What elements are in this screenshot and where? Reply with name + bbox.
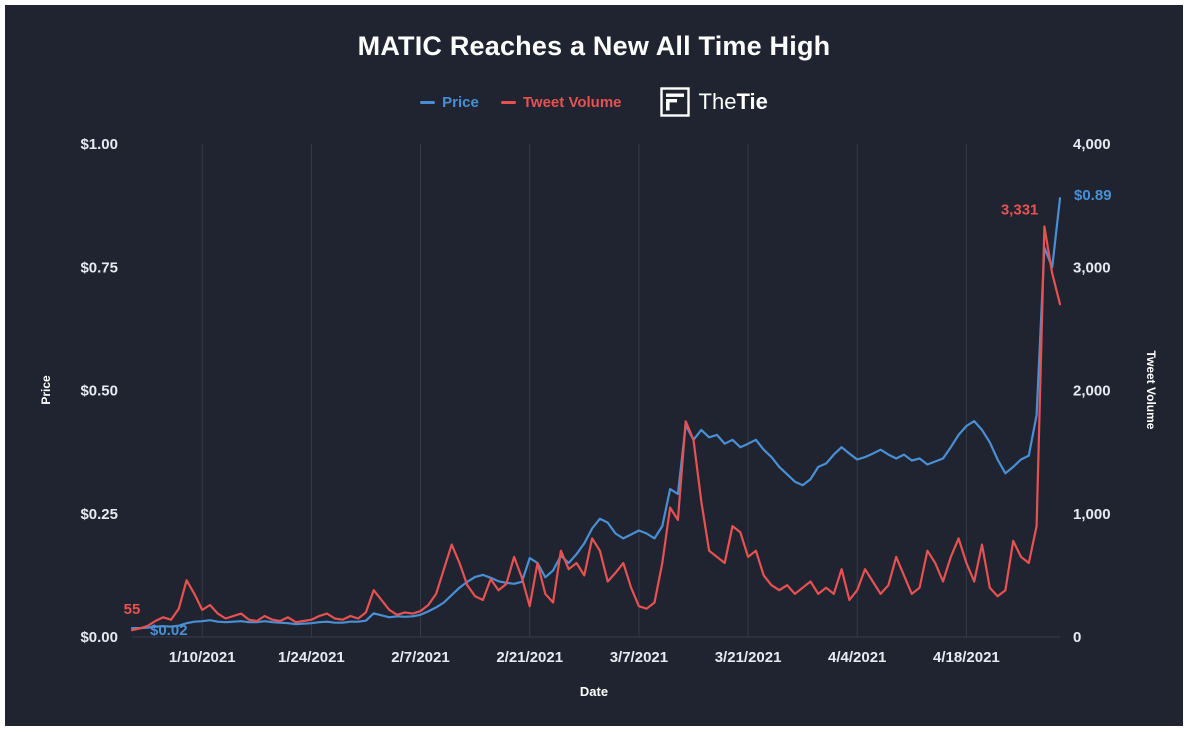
chart-plot: 1/10/2021 1/24/2021 2/7/2021 2/21/2021 3/7/2… — [80, 136, 1112, 666]
y-tick-label-left: $0.50 — [80, 383, 118, 400]
x-tick-label: 2/21/2021 — [496, 649, 563, 666]
y-tick-label-left: $1.00 — [80, 136, 118, 153]
y-tick-label-right: 2,000 — [1073, 383, 1111, 400]
x-tick-label: 2/7/2021 — [391, 649, 449, 666]
thetie-logo-icon — [659, 87, 690, 117]
y-axis-label-right: Tweet Volume — [1144, 350, 1158, 430]
annotation-002: $0.02 — [150, 622, 188, 639]
price-legend-label: Price — [442, 93, 479, 111]
x-axis-label: Date — [579, 684, 609, 699]
thetie-logo-text-regular: The — [698, 89, 737, 114]
x-tick-label: 1/10/2021 — [169, 649, 236, 666]
x-tick-label: 4/4/2021 — [828, 649, 886, 666]
y-tick-label-right: 4,000 — [1073, 136, 1111, 153]
y-axis-label-left: Price — [39, 375, 53, 405]
x-tick-label: 3/21/2021 — [715, 649, 782, 666]
x-tick-label: 4/18/2021 — [933, 649, 1000, 666]
thetie-logo-text: TheTie — [699, 89, 768, 115]
legend: Price Tweet Volume TheTie — [5, 87, 1183, 117]
x-tick-label: 3/7/2021 — [610, 649, 668, 666]
tweet-volume-line — [130, 225, 1062, 632]
thetie-logo: TheTie — [659, 87, 768, 117]
chart-title: MATIC Reaches a New All Time High — [357, 31, 831, 61]
y-tick-label-right: 0 — [1073, 629, 1081, 646]
x-tick-label: 1/24/2021 — [278, 649, 345, 666]
annotation-3331: 3,331 — [1001, 202, 1039, 219]
legend-item-tweet-volume: Tweet Volume — [500, 93, 622, 111]
annotation-55: 55 — [124, 601, 141, 618]
tweet-volume-legend-dash — [500, 100, 516, 104]
y-tick-label-left: $0.00 — [80, 629, 118, 646]
price-legend-dash — [420, 100, 436, 104]
y-tick-label-left: $0.75 — [80, 259, 118, 276]
y-tick-label-left: $0.25 — [80, 506, 118, 523]
price-line — [130, 197, 1062, 630]
thetie-logo-text-bold: Tie — [736, 89, 768, 114]
tweet-volume-legend-label: Tweet Volume — [522, 93, 622, 111]
legend-item-price: Price — [420, 94, 479, 111]
y-tick-label-right: 1,000 — [1073, 506, 1111, 523]
annotation-089: $0.89 — [1074, 187, 1112, 204]
y-tick-label-right: 3,000 — [1073, 259, 1111, 276]
